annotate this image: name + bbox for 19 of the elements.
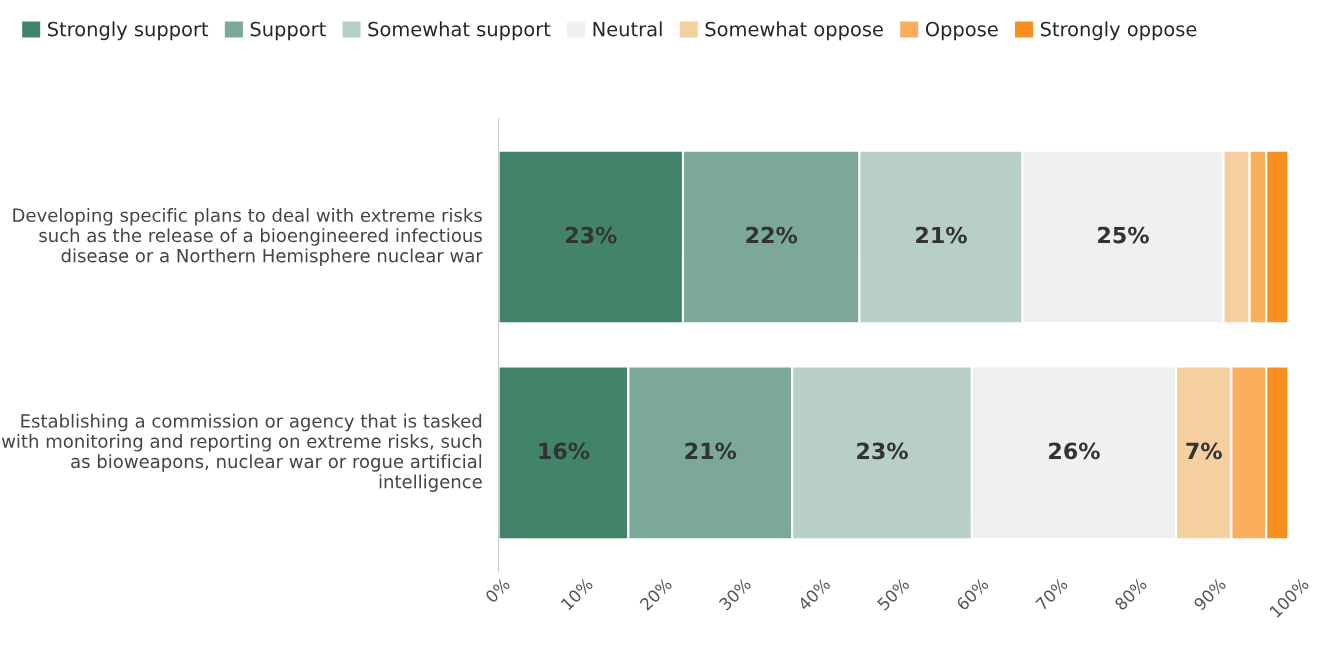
- data-label: 23%: [565, 226, 617, 244]
- y-tick-label: Establishing a commission or agency that is tasked with monitoring and reporting on extreme risks, such as bioweapons, nuclear war or rogue artificial intelligence: [1, 413, 482, 492]
- legend-label: Somewhat oppose: [705, 21, 883, 41]
- x-tick-label: 0%: [484, 577, 511, 604]
- data-label: 21%: [916, 226, 967, 244]
- y-tick-label: Developing specific plans to deal with extreme risks such as the release of a bioengineered infectious disease or a Northern Hemisphere nuclear war: [13, 208, 483, 266]
- data-label: 7%: [1186, 442, 1222, 460]
- legend-label: Somewhat support: [368, 21, 551, 41]
- legend-label: Strongly oppose: [1040, 21, 1197, 41]
- legend-label: Support: [250, 21, 326, 41]
- legend-label: Neutral: [593, 21, 662, 37]
- data-label: 21%: [685, 442, 737, 460]
- data-label: 23%: [857, 442, 908, 460]
- data-label: 22%: [746, 226, 798, 244]
- legend-label: Strongly support: [48, 21, 209, 41]
- data-label: 26%: [1049, 442, 1100, 460]
- data-label: 25%: [1098, 226, 1149, 244]
- legend-label: Oppose: [925, 21, 998, 41]
- data-label: 16%: [539, 442, 590, 460]
